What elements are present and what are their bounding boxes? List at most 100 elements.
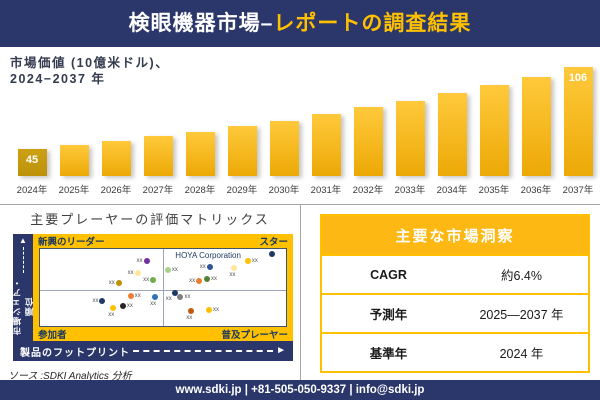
scatter-dot [196, 277, 203, 284]
x-tick-label: 2031年 [310, 185, 342, 196]
bar-column: 2036年 [515, 77, 557, 196]
row-value-base-year: 2024 年 [499, 347, 544, 361]
bar-2036年 [521, 77, 551, 176]
scatter-point-label: xx [126, 302, 133, 309]
scatter-dot [152, 293, 159, 300]
scatter-point-label: xx [108, 311, 115, 318]
x-tick-label: 2029年 [226, 185, 258, 196]
bar-2025年 [59, 145, 89, 176]
source-note: ソース :SDKI Analytics 分析 [8, 371, 132, 382]
x-tick-label: 2025年 [58, 185, 90, 196]
matrix-plot: HOYA Corporation xx xx xx xx xx xx xx xx xx xx xx x… [39, 248, 287, 327]
matrix-top-band: 新興のリーダー スター [33, 234, 293, 248]
scatter-point-label: xx [165, 295, 172, 302]
scatter-dot [204, 276, 211, 283]
scatter-dot [206, 306, 212, 313]
scatter-point-label: xx [184, 293, 191, 300]
bar-2031年 [311, 114, 341, 176]
bar-2035年 [479, 85, 509, 176]
scatter-point-label: xx [150, 300, 157, 307]
quadrant-label-pervasive-players: 普及プレーヤー [221, 330, 288, 341]
scatter-dot [231, 265, 238, 272]
market-insights-panel: 主要な市場洞察 CAGR 約6.4% 予測年 2025—2037 年 基準年 2… [301, 205, 600, 380]
quadrant-divider-horizontal [40, 289, 286, 291]
scatter-point-label: xx [127, 269, 134, 276]
bar-column: 2030年 [263, 121, 305, 196]
scatter-point-label: xx [134, 292, 141, 299]
bar-column: 2029年 [221, 126, 263, 196]
scatter-point-label: xx [92, 297, 99, 304]
scatter-point-label: xx [108, 279, 115, 286]
x-tick-label: 2036年 [520, 185, 552, 196]
y-axis-dashed-line [22, 247, 24, 273]
bar-column: 2034年 [431, 93, 473, 196]
bar-column: 2026年 [95, 141, 137, 196]
row-label-forecast-years: 予測年 [369, 308, 408, 322]
bar-2028年 [185, 132, 215, 176]
matrix-title: 主要プレーヤーの評価マトリックス [30, 212, 270, 227]
up-arrow-icon: ▲ [19, 236, 27, 245]
table-row: 予測年 2025—2037 年 [322, 293, 588, 332]
scatter-dot [119, 302, 126, 309]
bar-column: 2027年 [137, 136, 179, 196]
scatter-dot [269, 250, 276, 257]
x-tick-label: 2037年 [562, 185, 594, 196]
bar-column: 2028年 [179, 132, 221, 196]
scatter-dot [171, 289, 178, 296]
page-title-accent: レポートの調査結果 [273, 12, 472, 35]
player-matrix-panel: 主要プレーヤーの評価マトリックス ▲ 市場シェア・順位 新興のリーダー スター [0, 205, 301, 382]
right-arrow-icon: ► [276, 345, 286, 356]
matrix-bottom-band: 参加者 普及プレーヤー [33, 327, 293, 341]
chart-subtitle-line2: 2024−2037 年 [10, 72, 106, 87]
scatter-dot [134, 269, 141, 276]
row-label-base-year: 基準年 [369, 347, 408, 361]
bar-2027年 [143, 136, 173, 176]
scatter-point-label: xx [171, 266, 178, 273]
bar-2030年 [269, 121, 299, 176]
chart-subtitle: 市場価値 (10億米ドル)、 2024−2037 年 [10, 55, 169, 88]
scatter-point-label: xx [251, 258, 258, 265]
bar-value-label: 45 [25, 154, 39, 166]
insights-table-header: 主要な市場洞察 [322, 216, 588, 254]
bar-column: 2025年 [53, 145, 95, 196]
bar-column: 2032年 [347, 107, 389, 196]
chart-subtitle-line1: 市場価値 (10億米ドル)、 [10, 56, 170, 70]
quadrant-divider-vertical [163, 249, 164, 326]
header-banner: 検眼機器市場–レポートの調査結果 [0, 0, 600, 47]
bar-column: 2035年 [473, 85, 515, 196]
bar-2024年: 45 [17, 149, 47, 176]
row-value-forecast-years: 2025—2037 年 [479, 308, 564, 322]
y-axis-label: 市場シェア・順位 [12, 278, 34, 335]
x-tick-label: 2032年 [352, 185, 384, 196]
table-row: 基準年 2024 年 [322, 332, 588, 371]
quadrant-label-star: スター [259, 237, 288, 248]
bar-column: 106 2037年 [557, 67, 599, 196]
bar-2033年 [395, 101, 425, 176]
scatter-point-label: xx [186, 315, 193, 322]
footer-banner: www.sdki.jp | +81-505-050-9337 | info@sd… [0, 380, 600, 400]
scatter-point-label: xx [136, 258, 143, 265]
scatter-dot [188, 308, 195, 315]
quadrant-label-participants: 参加者 [38, 330, 67, 341]
x-tick-label: 2035年 [478, 185, 510, 196]
bar-2034年 [437, 93, 467, 176]
x-tick-label: 2033年 [394, 185, 426, 196]
x-tick-label: 2028年 [184, 185, 216, 196]
x-axis-dashed-line [133, 350, 274, 352]
scatter-dot [127, 292, 134, 299]
x-tick-label: 2026年 [100, 185, 132, 196]
row-label-cagr: CAGR [370, 267, 407, 282]
matrix: ▲ 市場シェア・順位 新興のリーダー スター HOYA Corporation … [12, 234, 293, 341]
matrix-x-axis: 製品のフットプリント ► [13, 341, 293, 361]
scatter-dot [177, 293, 184, 300]
page-title-main: 検眼機器市場– [128, 12, 274, 35]
bar-column: 2031年 [305, 114, 347, 196]
scatter-point-label: xx [211, 276, 218, 283]
scatter-dot [206, 264, 213, 271]
bar-column: 45 2024年 [11, 149, 53, 196]
bottom-section: 主要プレーヤーの評価マトリックス ▲ 市場シェア・順位 新興のリーダー スター [0, 204, 600, 382]
scatter-point-label: xx [229, 272, 236, 279]
bar-chart-section: 市場価値 (10億米ドル)、 2024−2037 年 45 2024年 2025年 2… [0, 47, 600, 204]
bar-2032年 [353, 107, 383, 176]
